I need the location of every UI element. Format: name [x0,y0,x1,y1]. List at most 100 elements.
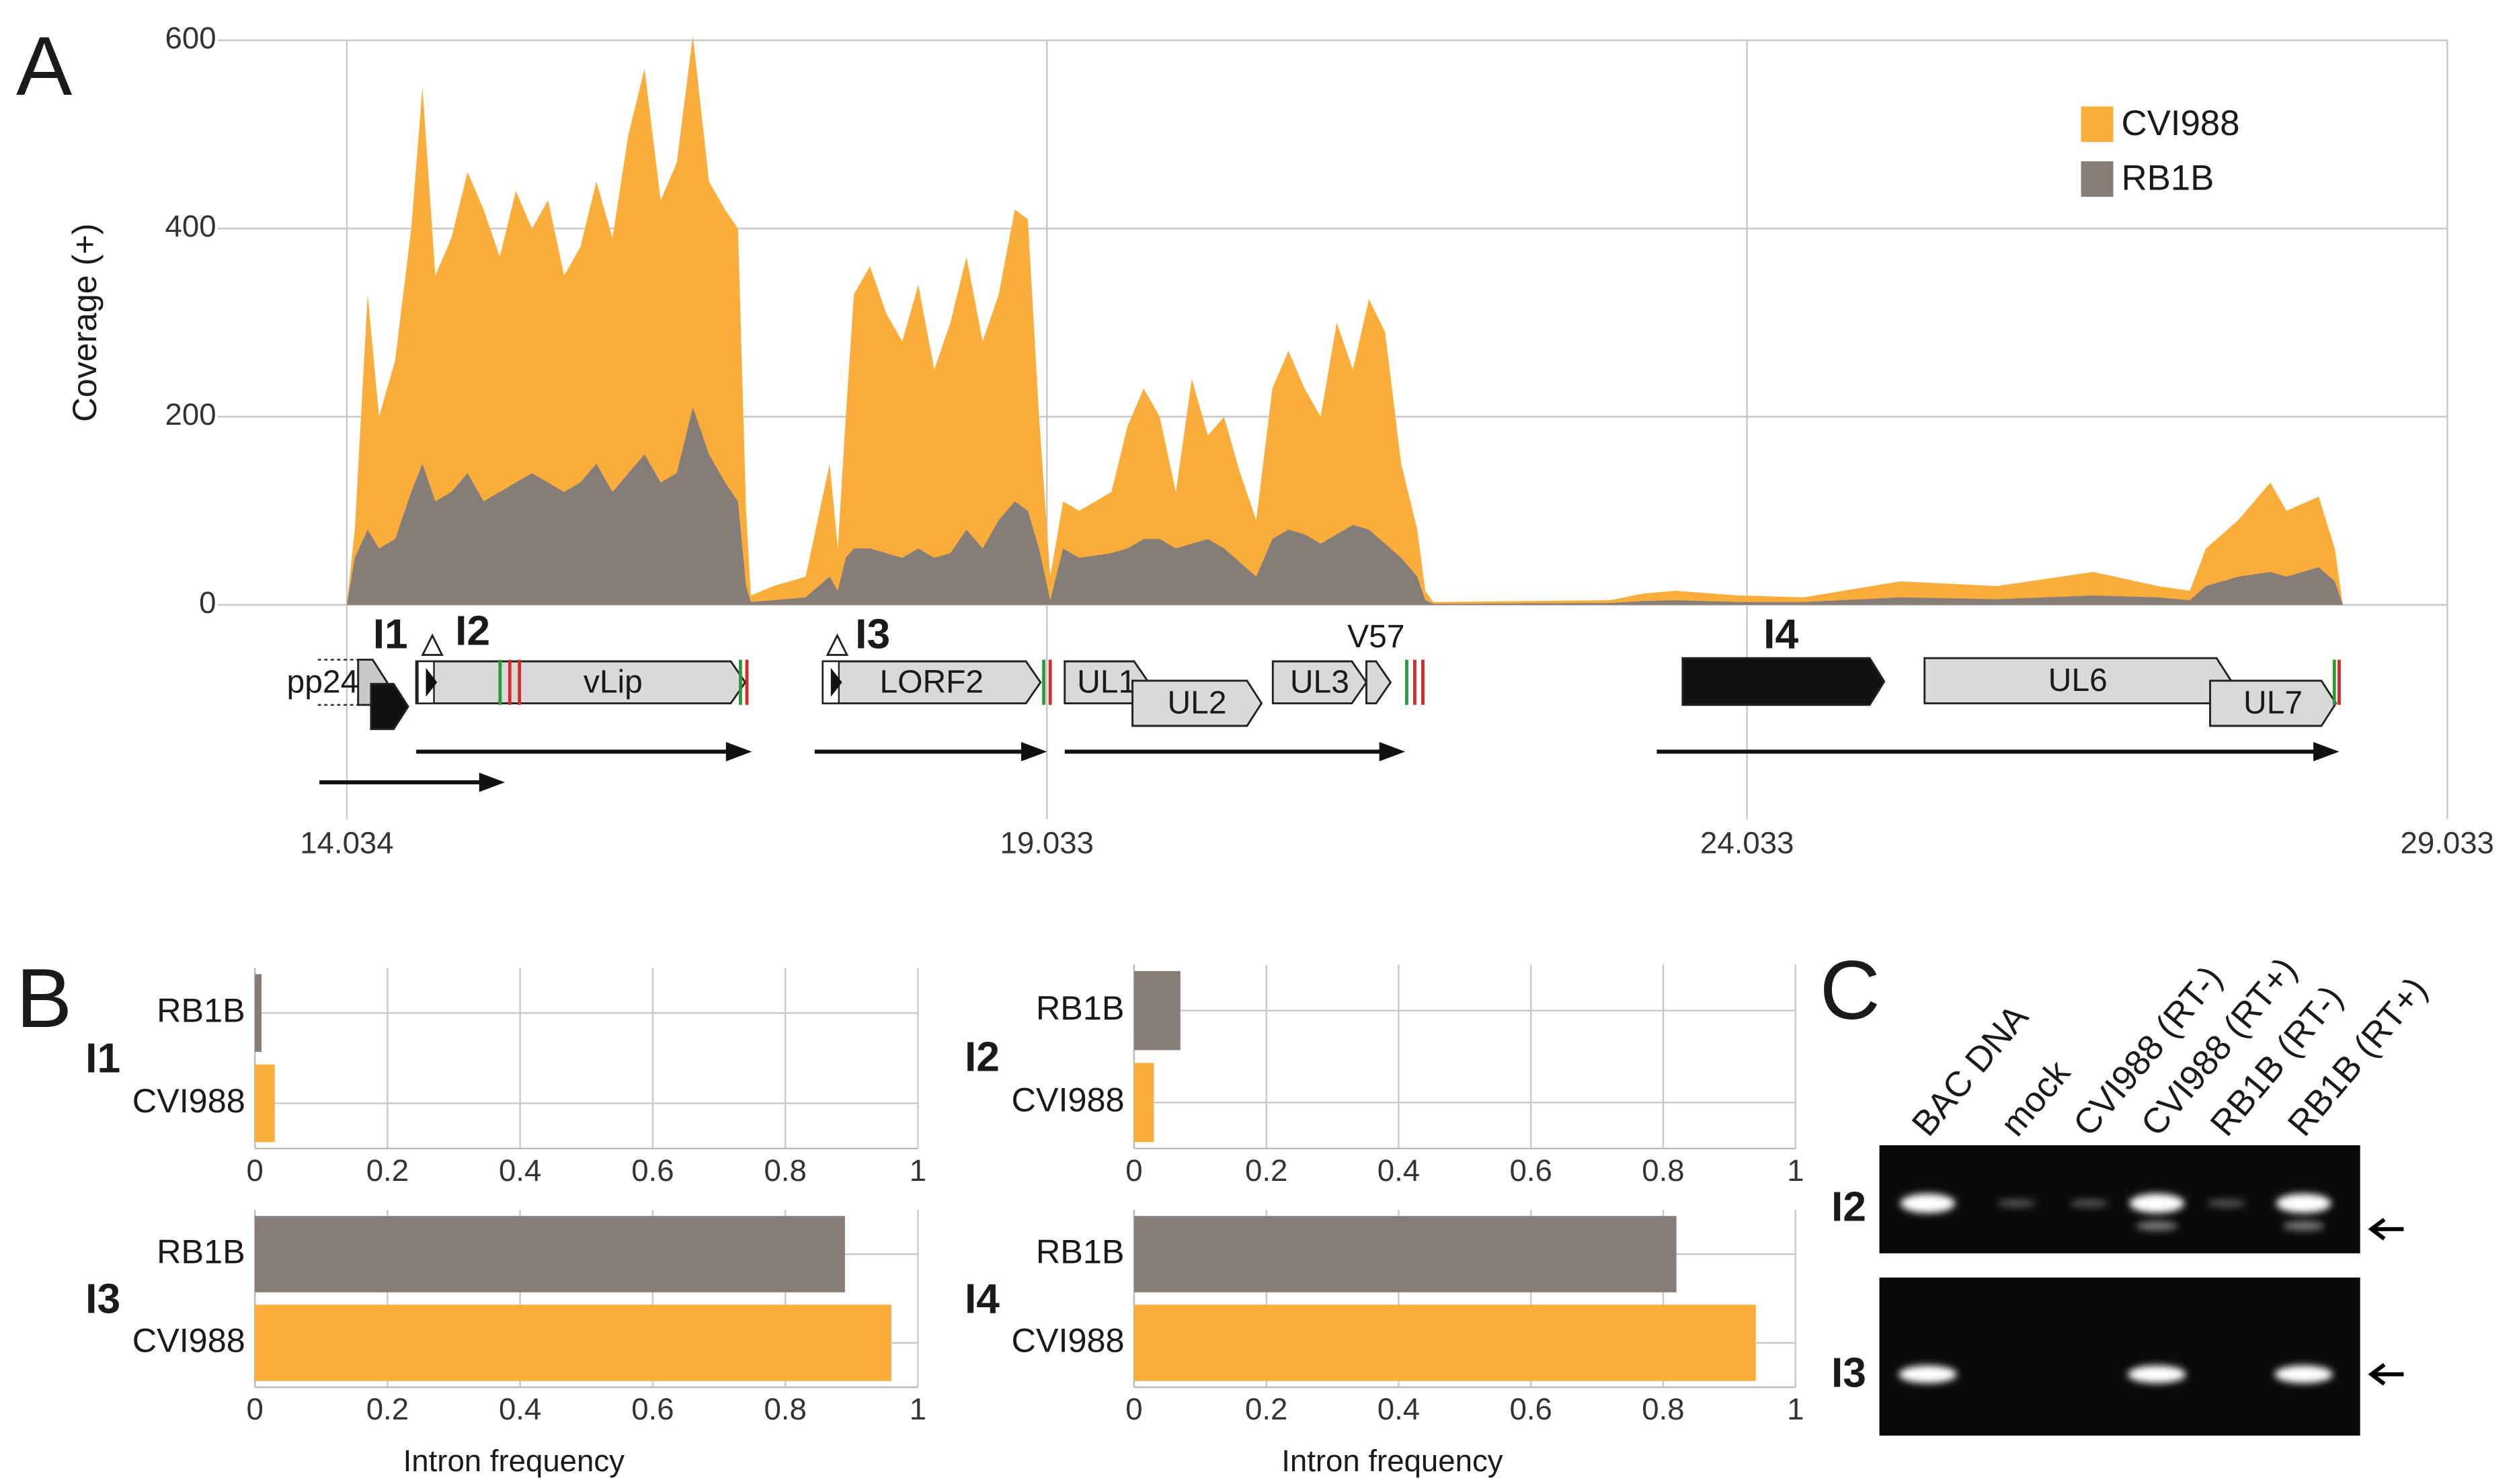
panel-label: A [16,19,72,113]
x-tick-label: 0.2 [366,1392,409,1426]
row-label: I3 [1831,1350,1866,1397]
x-tick-label: 0 [1125,1392,1142,1426]
gene-shape [370,683,409,731]
row-label: I2 [1831,1184,1866,1230]
gene-shape [1681,657,1886,706]
legend-label: RB1B [2121,159,2214,198]
x-tick-label: 1 [1787,1153,1804,1188]
gene-label: V57 [1347,619,1404,655]
x-tick-label: 0.8 [764,1392,806,1426]
gene-label: pp24 [287,664,359,700]
gene-label: UL7 [2243,685,2303,720]
x-tick-label: 19.033 [1000,826,1094,860]
splice-triangle [826,633,849,656]
x-tick-label: 0 [246,1153,263,1188]
y-tick-label: CVI988 [1012,1321,1125,1359]
gel-image [1879,1277,2360,1436]
arrow-head [1379,742,1406,761]
gene-label: vLip [584,664,643,700]
intron-marker [830,667,842,697]
x-tick-label: 0.6 [631,1392,674,1426]
x-tick-label: 0.8 [764,1153,806,1188]
x-tick-label: 0.4 [1378,1153,1420,1188]
intron-label: I4 [1763,611,1798,657]
x-tick-label: 0.8 [1642,1392,1684,1426]
x-tick-label: 0.4 [499,1153,541,1188]
y-tick-label: RB1B [1036,989,1125,1027]
bar [255,1305,891,1381]
x-tick-label: 0.6 [1510,1153,1552,1188]
y-tick-label: CVI988 [132,1321,245,1359]
y-tick-label: 200 [165,397,216,431]
gel-band [1900,1194,1956,1213]
x-axis-label: Intron frequency [1281,1444,1503,1478]
legend-swatch [2081,106,2114,142]
gene-label: UL1 [1077,664,1136,700]
x-tick-label: 1 [910,1392,926,1426]
gene-shape [415,660,747,704]
x-tick-label: 29.033 [2401,826,2494,860]
gene-shape [2209,679,2338,727]
arrow-head [479,772,506,792]
x-tick-label: 0.6 [631,1153,674,1188]
arrow-head [725,742,752,761]
coverage-area [346,35,2448,605]
gel-band [1997,1199,2036,1208]
gene-shape [1365,660,1392,704]
bar [255,974,262,1052]
bar [1133,1063,1154,1143]
x-tick-label: 0.4 [1378,1392,1420,1426]
gel-band [2274,1365,2333,1383]
gene-shape [1131,679,1263,727]
gel-band [2128,1365,2186,1383]
intron-label: I2 [455,608,490,655]
panel-label: C [1820,944,1880,1037]
intron-label: I1 [373,611,408,657]
bar [1133,1216,1677,1292]
x-tick-label: 0 [1125,1153,1142,1188]
splice-triangle [421,633,444,656]
chart-title: I3 [85,1276,120,1322]
legend-label: CVI988 [2121,104,2239,143]
bar [255,1064,275,1143]
bar [255,1216,845,1292]
gel-band [2206,1199,2246,1208]
arrow [2368,1363,2404,1386]
gel-band [2069,1199,2109,1208]
chart-title: I2 [965,1034,1000,1080]
x-tick-label: 0.4 [499,1392,541,1426]
intron-label: I3 [855,611,890,657]
x-tick-label: 14.034 [300,826,393,860]
bar [1133,1305,1756,1381]
x-axis-label: Intron frequency [403,1444,625,1478]
y-tick-label: CVI988 [1012,1081,1125,1119]
x-tick-label: 1 [910,1153,926,1188]
gene-label: UL3 [1290,664,1349,700]
x-tick-label: 0.2 [1245,1392,1287,1426]
legend-swatch [2081,161,2114,197]
chart-title: I1 [85,1036,120,1082]
arrow [2368,1218,2404,1241]
gene-label: UL2 [1168,685,1227,720]
x-tick-label: 0.8 [1642,1153,1684,1188]
gel-band [2282,1221,2325,1231]
lane-label: mock [1993,1053,2079,1143]
y-tick-label: 0 [199,585,216,620]
intron-marker [426,667,438,697]
bar [1133,971,1181,1050]
x-tick-label: 24.033 [1700,826,1794,860]
gene-label: UL6 [2048,663,2108,698]
gene-shape [1271,660,1368,704]
x-tick-label: 0 [246,1392,263,1426]
arrow-head [2313,742,2340,761]
y-tick-label: RB1B [1036,1232,1125,1270]
gel-band [2136,1221,2178,1231]
x-tick-label: 0.6 [1510,1392,1552,1426]
y-tick-label: 600 [165,21,216,55]
panel-label: B [16,952,72,1045]
y-tick-label: CVI988 [132,1081,245,1120]
chart-title: I4 [965,1276,1000,1322]
gel-band [1899,1365,1957,1383]
